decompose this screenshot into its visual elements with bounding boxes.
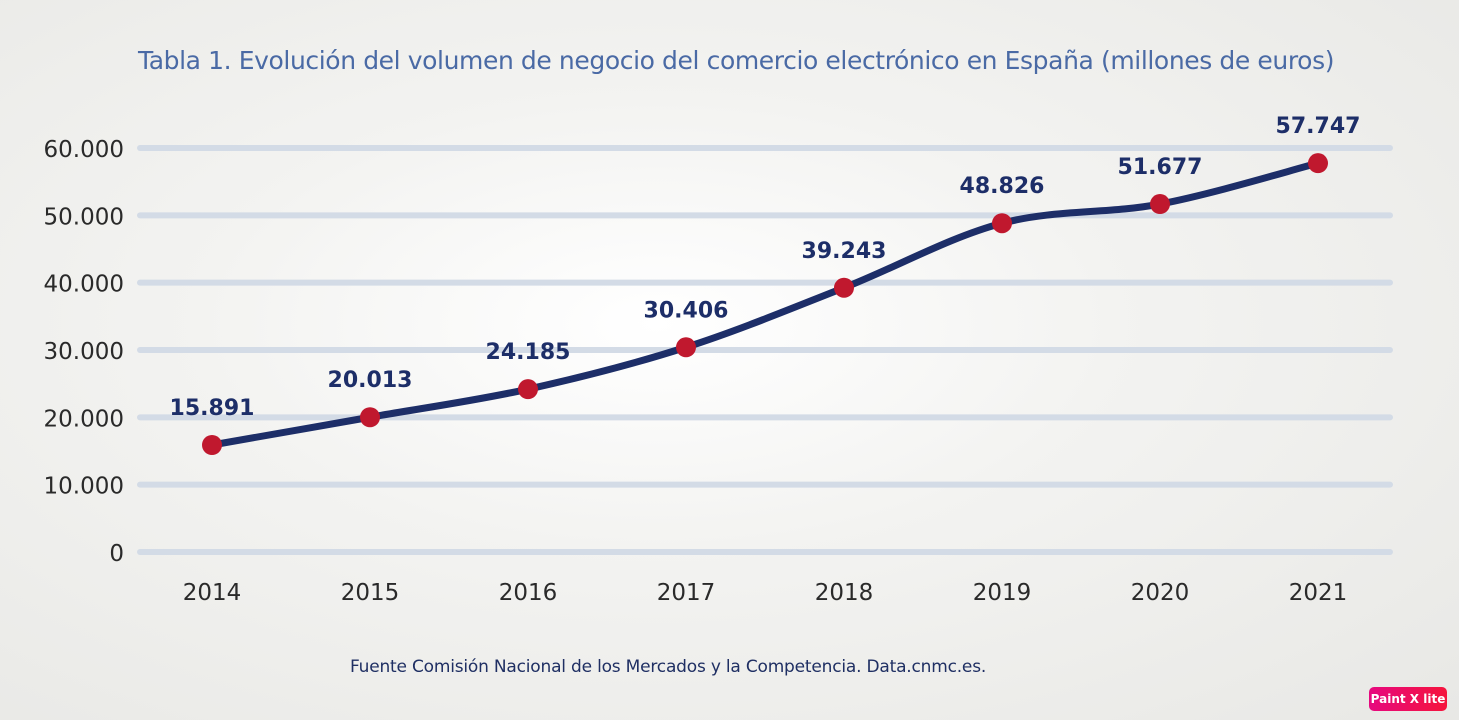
data-label: 20.013 — [328, 368, 413, 393]
x-tick-label: 2018 — [815, 580, 874, 606]
x-tick-label: 2017 — [657, 580, 716, 606]
x-tick-label: 2014 — [183, 580, 242, 606]
series-line — [208, 159, 1322, 449]
data-label: 48.826 — [960, 174, 1045, 199]
data-labels: 15.891 20.013 24.185 30.406 39.243 48.826 51.6… — [170, 114, 1361, 421]
data-markers — [202, 153, 1328, 456]
data-label: 15.891 — [170, 396, 255, 421]
x-tick-label: 2020 — [1131, 580, 1190, 606]
data-point — [676, 337, 696, 358]
y-tick-label: 40.000 — [44, 272, 124, 298]
y-tick-label: 10.000 — [44, 474, 124, 500]
y-tick-label: 20.000 — [44, 406, 124, 432]
data-label: 24.185 — [486, 340, 571, 365]
gridlines — [137, 145, 1393, 555]
x-axis-ticks: 2014 2015 2016 2017 2018 2019 2020 2021 — [183, 580, 1348, 606]
data-label: 39.243 — [802, 239, 887, 264]
y-tick-label: 60.000 — [44, 137, 124, 163]
data-point — [992, 213, 1012, 234]
data-label: 30.406 — [644, 298, 729, 323]
y-axis-ticks: 0 10.000 20.000 30.000 40.000 50.000 60.000 — [44, 137, 124, 567]
x-tick-label: 2015 — [341, 580, 400, 606]
data-point — [518, 379, 538, 400]
data-label: 57.747 — [1276, 114, 1361, 139]
y-tick-label: 0 — [109, 541, 124, 567]
data-label: 51.677 — [1118, 155, 1203, 180]
x-tick-label: 2019 — [973, 580, 1032, 606]
data-point — [202, 435, 222, 456]
x-tick-label: 2016 — [499, 580, 558, 606]
x-tick-label: 2021 — [1289, 580, 1348, 606]
watermark-badge: Paint X lite — [1369, 687, 1447, 711]
chart-title: Tabla 1. Evolución del volumen de negoci… — [138, 46, 1335, 75]
data-point — [1150, 194, 1170, 215]
data-point — [834, 277, 854, 298]
data-point — [1308, 153, 1328, 174]
data-point — [360, 407, 380, 428]
source-note: Fuente Comisión Nacional de los Mercados… — [350, 657, 987, 677]
y-tick-label: 30.000 — [44, 339, 124, 365]
y-tick-label: 50.000 — [44, 204, 124, 230]
